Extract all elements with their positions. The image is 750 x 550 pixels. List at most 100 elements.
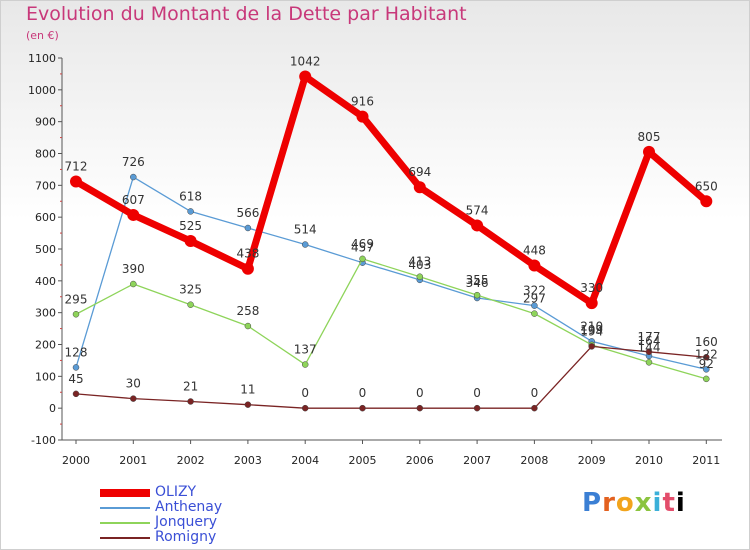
data-label-jonquery: 325 [179,283,202,297]
data-point-olizy [356,110,369,123]
series-line-romigny [75,345,707,409]
data-label-romigny: 0 [473,386,481,400]
y-tick-label: 1000 [28,84,56,97]
data-label-romigny: 30 [126,377,141,391]
data-point-romigny [301,404,309,412]
data-label-anthenay: 566 [236,206,259,220]
series-line-jonquery [75,258,707,380]
data-point-olizy [528,259,541,272]
data-label-anthenay: 403 [408,258,431,272]
data-label-jonquery: 199 [580,323,603,337]
data-label-romigny: 0 [531,386,539,400]
data-label-romigny: 45 [68,372,83,386]
y-tick-label: 600 [35,211,56,224]
data-point-olizy [241,262,254,275]
axes: -100010020030040050060070080090010001100… [28,52,722,467]
data-point-olizy [585,297,598,310]
data-point-anthenay [703,366,710,373]
data-point-anthenay [72,364,80,371]
x-tick-label: 2011 [692,454,720,467]
data-point-jonquery [645,359,653,366]
data-label-olizy: 694 [408,165,431,179]
data-label-anthenay: 122 [695,347,718,361]
y-tick-label: 400 [35,275,56,288]
data-label-anthenay: 618 [179,189,202,203]
data-point-romigny [72,390,80,398]
chart-subtitle: (en €) [26,29,59,42]
legend-swatch [100,488,150,497]
data-label-jonquery: 92 [699,357,714,371]
data-point-jonquery [301,361,309,368]
data-point-romigny [416,404,424,412]
legend-item-jonquery: Jonquery [100,515,222,530]
data-label-olizy: 330 [580,281,603,295]
legend-item-anthenay: Anthenay [100,500,222,515]
data-label-jonquery: 413 [408,255,431,269]
legend-swatch [100,521,150,524]
series-lines [70,70,713,412]
data-label-jonquery: 297 [523,292,546,306]
data-point-romigny [645,348,653,356]
data-label-romigny: 0 [359,386,367,400]
x-tick-label: 2005 [349,454,377,467]
y-tick-label: 1100 [28,52,56,65]
data-label-jonquery: 390 [122,262,145,276]
data-point-romigny [244,401,252,408]
data-point-anthenay [130,173,137,181]
data-point-olizy [643,145,655,158]
data-label-romigny: 21 [183,379,198,393]
legend-item-romigny: Romigny [100,530,222,545]
data-label-romigny: 194 [580,324,603,338]
data-label-romigny: 0 [416,386,424,400]
x-tick-label: 2001 [119,454,147,467]
data-point-romigny [187,398,194,405]
data-label-olizy: 650 [695,179,718,193]
y-tick-label: -100 [31,434,56,447]
y-tick-label: 300 [35,307,56,320]
data-label-olizy: 712 [65,160,88,174]
legend-item-olizy: OLIZY [100,485,222,500]
data-point-jonquery [244,322,252,330]
data-label-jonquery: 469 [351,237,374,251]
data-point-jonquery [416,273,424,280]
legend-swatch [100,506,150,509]
data-point-jonquery [130,280,137,288]
x-tick-label: 2006 [406,454,434,467]
data-label-olizy: 438 [236,247,259,261]
data-label-jonquery: 137 [294,343,317,357]
legend-label: Anthenay [155,499,223,515]
data-point-olizy [700,195,713,208]
data-label-olizy: 448 [523,244,546,258]
data-point-olizy [70,175,82,188]
data-label-romigny: 177 [638,330,661,344]
data-label-jonquery: 258 [236,304,259,318]
data-label-olizy: 607 [122,193,145,207]
data-label-jonquery: 295 [65,292,88,306]
data-point-anthenay [301,241,309,248]
data-label-romigny: 11 [240,383,255,397]
x-tick-label: 2000 [62,454,90,467]
data-label-romigny: 0 [301,386,309,400]
data-point-jonquery [359,255,366,263]
data-point-romigny [703,353,710,361]
y-tick-label: 200 [35,339,56,352]
data-label-olizy: 805 [638,130,661,144]
data-label-anthenay: 726 [122,155,145,169]
x-tick-label: 2008 [520,454,548,467]
data-labels: 1287266185665144574033463222101641222953… [65,54,718,400]
data-label-anthenay: 164 [638,334,661,348]
x-tick-label: 2004 [291,454,319,467]
data-point-olizy [413,181,426,194]
y-tick-label: 900 [35,116,56,129]
data-point-romigny [588,343,595,350]
x-tick-label: 2007 [463,454,491,467]
data-point-jonquery [531,310,538,317]
data-label-anthenay: 457 [351,241,374,255]
data-point-olizy [471,219,484,232]
data-point-olizy [127,208,140,221]
data-label-jonquery: 144 [638,340,661,354]
data-point-romigny [473,404,481,412]
data-point-romigny [531,404,538,412]
